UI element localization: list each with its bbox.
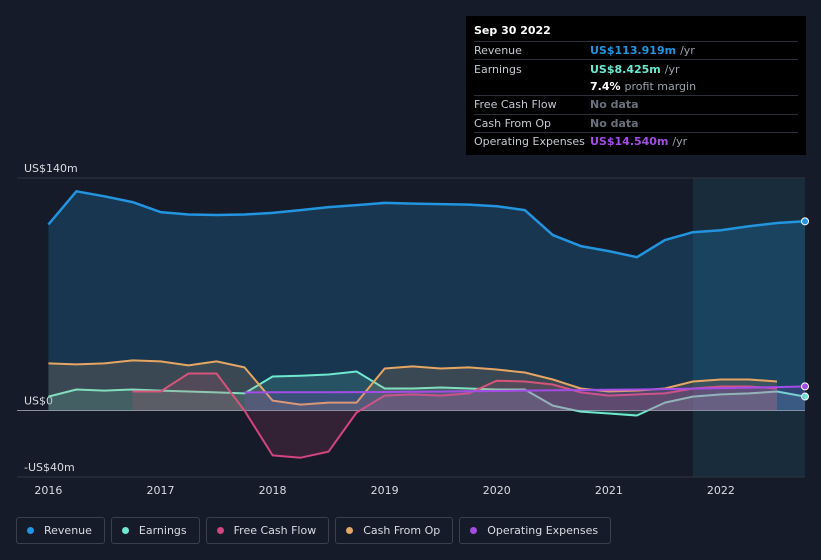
- y-tick-label: -US$40m: [24, 461, 75, 474]
- tooltip-suffix: profit margin: [624, 79, 697, 93]
- tooltip: Sep 30 2022 Revenue US$113.919m/yr Earning…: [466, 16, 806, 155]
- x-tick-label: 2021: [595, 484, 623, 497]
- legend-item[interactable]: Cash From Op: [335, 517, 454, 544]
- tooltip-suffix: /yr: [680, 44, 695, 58]
- tooltip-label: Earnings: [474, 62, 522, 76]
- end-point: [801, 217, 809, 226]
- x-tick-label: 2016: [34, 484, 62, 497]
- legend-dot: [470, 527, 478, 534]
- tooltip-row: Revenue US$113.919m/yr: [474, 41, 798, 59]
- highlight-region: [693, 178, 805, 477]
- tooltip-suffix: /yr: [672, 135, 688, 149]
- x-tick-label: 2020: [483, 484, 511, 497]
- series-area: [48, 191, 805, 411]
- legend-dot: [346, 527, 354, 534]
- series-area: [132, 373, 777, 458]
- legend-label: Cash From Op: [363, 524, 441, 537]
- legend-label: Revenue: [44, 524, 92, 537]
- legend: Revenue Earnings Free Cash Flow Cash From O…: [16, 517, 612, 544]
- tooltip-row: Earnings US$8.425m/yr: [474, 59, 798, 77]
- legend-label: Earnings: [138, 524, 187, 537]
- series-area: [48, 360, 777, 411]
- series-line: [48, 370, 806, 417]
- tooltip-row: Operating Expenses US$14.540m/yr: [474, 131, 798, 150]
- tooltip-value: 7.4%: [590, 79, 621, 93]
- tooltip-row: 7.4% profit margin: [474, 78, 798, 95]
- tooltip-label: Revenue: [474, 44, 522, 58]
- series-line: [132, 372, 778, 459]
- tooltip-value: No data: [590, 98, 639, 112]
- tooltip-date: Sep 30 2022: [474, 24, 551, 37]
- tooltip-value: No data: [590, 116, 639, 130]
- legend-item[interactable]: Revenue: [16, 517, 105, 544]
- series-line: [47, 190, 806, 259]
- end-point: [801, 392, 809, 401]
- tooltip-row: Free Cash Flow No data: [474, 95, 798, 113]
- legend-label: Free Cash Flow: [233, 524, 317, 537]
- tooltip-value: US$8.425m: [590, 62, 661, 76]
- tooltip-label: Cash From Op: [474, 116, 552, 130]
- tooltip-label: Operating Expenses: [474, 135, 585, 149]
- x-tick-label: 2019: [371, 484, 399, 497]
- series-line: [244, 385, 806, 394]
- x-tick-label: 2018: [259, 484, 287, 497]
- tooltip-value: US$113.919m: [590, 44, 677, 58]
- legend-dot: [27, 527, 34, 534]
- tooltip-label: Free Cash Flow: [474, 98, 557, 112]
- legend-item[interactable]: Operating Expenses: [459, 517, 612, 544]
- x-tick-label: 2022: [707, 484, 735, 497]
- tooltip-suffix: /yr: [664, 62, 680, 76]
- series-area: [48, 371, 805, 416]
- legend-item[interactable]: Earnings: [110, 517, 200, 544]
- end-point: [801, 382, 809, 391]
- tooltip-value: US$14.540m: [590, 135, 669, 149]
- legend-item[interactable]: Free Cash Flow: [205, 517, 330, 544]
- x-tick-label: 2017: [146, 484, 174, 497]
- legend-dot: [121, 527, 129, 534]
- legend-label: Operating Expenses: [487, 524, 599, 537]
- legend-dot: [216, 527, 224, 534]
- y-tick-label: US$140m: [24, 162, 78, 175]
- tooltip-row: Cash From Op No data: [474, 113, 798, 132]
- y-tick-label: US$0: [24, 395, 53, 408]
